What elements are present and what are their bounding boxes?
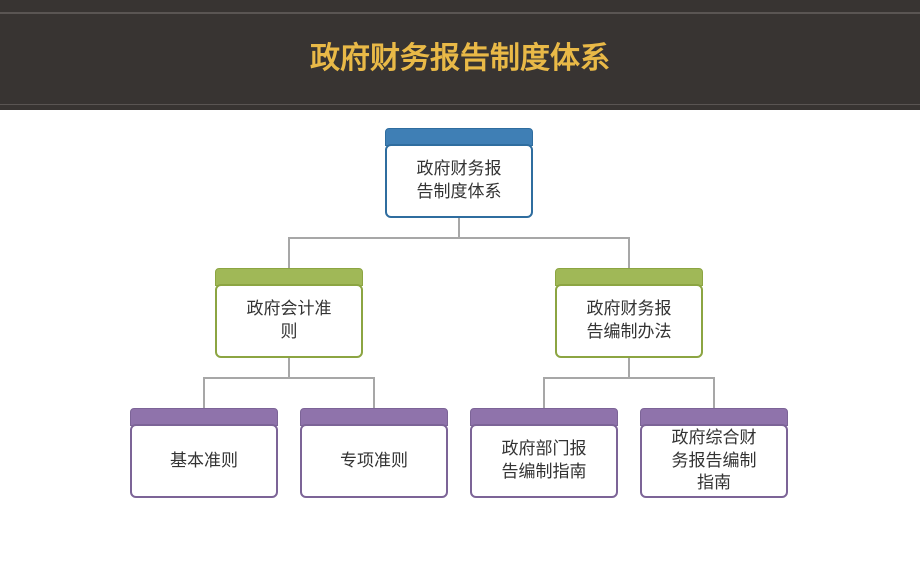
node-label: 政府综合财务报告编制指南 <box>640 424 788 498</box>
connector-line <box>203 377 375 379</box>
connector-line <box>203 378 205 408</box>
node-label: 政府财务报告制度体系 <box>385 144 533 218</box>
node-label: 基本准则 <box>130 424 278 498</box>
connector-line <box>713 378 715 408</box>
header-top-line <box>0 12 920 14</box>
connector-line <box>373 378 375 408</box>
connector-line <box>288 358 290 378</box>
node-label: 政府财务报告编制办法 <box>555 284 703 358</box>
connector-line <box>628 358 630 378</box>
node-label: 政府会计准则 <box>215 284 363 358</box>
tree-node-l1a: 政府会计准则 <box>215 268 363 358</box>
tree-node-l1b: 政府财务报告编制办法 <box>555 268 703 358</box>
tree-node-root: 政府财务报告制度体系 <box>385 128 533 218</box>
connector-line <box>628 238 630 268</box>
connector-line <box>288 237 630 239</box>
tree-node-l2d: 政府综合财务报告编制指南 <box>640 408 788 498</box>
page-title: 政府财务报告制度体系 <box>310 33 610 77</box>
header-banner: 政府财务报告制度体系 <box>0 0 920 110</box>
node-label: 政府部门报告编制指南 <box>470 424 618 498</box>
tree-node-l2b: 专项准则 <box>300 408 448 498</box>
tree-diagram: 政府财务报告制度体系政府会计准则 政府财务报告编制办法基本准则专项准则政府部门报告… <box>0 110 920 575</box>
connector-line <box>288 238 290 268</box>
header-bottom-line <box>0 104 920 105</box>
connector-line <box>458 218 460 238</box>
connector-line <box>543 378 545 408</box>
connector-line <box>543 377 715 379</box>
node-label: 专项准则 <box>300 424 448 498</box>
tree-node-l2c: 政府部门报告编制指南 <box>470 408 618 498</box>
tree-node-l2a: 基本准则 <box>130 408 278 498</box>
